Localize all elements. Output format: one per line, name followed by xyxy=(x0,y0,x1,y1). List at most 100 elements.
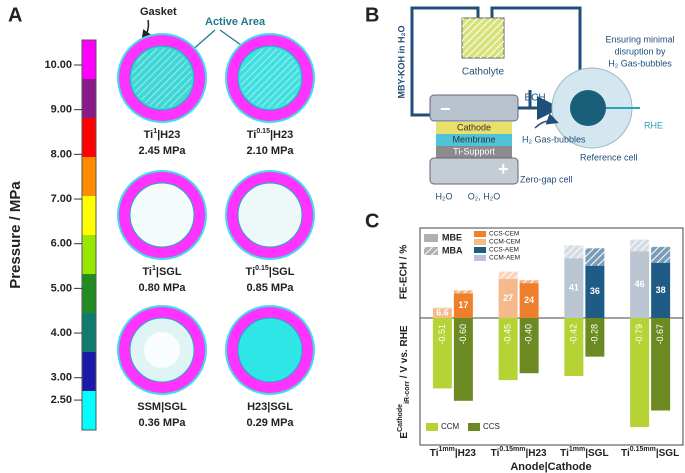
x-tick-label: Ti0.15mm|SGL xyxy=(621,446,679,458)
x-axis-label: Anode|Cathode xyxy=(510,461,591,473)
legend-swatch xyxy=(474,231,486,237)
sample-name-part: H23|SGL xyxy=(247,401,293,413)
colorbar-band xyxy=(82,391,96,430)
bar-mbe xyxy=(564,258,584,318)
diagram-label: RHE xyxy=(644,120,663,130)
bar-hatch xyxy=(564,245,584,259)
colorbar-band xyxy=(82,352,96,391)
sample-name-part: 0.15 xyxy=(255,265,269,272)
sample-pressure: 0.29 MPa xyxy=(246,417,294,429)
legend-label: CCS-AEM xyxy=(489,247,519,254)
sample-name: Ti1|SGL xyxy=(142,265,181,278)
sample-name-part: |H23 xyxy=(270,129,293,141)
diagram-label: Cathode xyxy=(457,122,491,132)
bar-hatch xyxy=(519,280,539,284)
tube xyxy=(410,6,480,117)
sample-area xyxy=(237,317,303,383)
bar-mbe xyxy=(630,251,650,318)
value-label: 36 xyxy=(590,286,600,296)
bar-hatch xyxy=(651,246,671,263)
diagram-label: Membrane xyxy=(452,134,495,144)
bar-mbe xyxy=(498,278,518,318)
x-tick-label-part: |SGL xyxy=(585,448,608,459)
panel-a: A Gasket Active Area xyxy=(8,4,266,53)
sample-name-part: 0.15 xyxy=(256,128,270,135)
x-tick-label-part: |H23 xyxy=(455,448,477,459)
value-label: 41 xyxy=(569,283,579,293)
legend-label: CCM-AEM xyxy=(489,255,520,262)
x-tick-label-part: 1mm xyxy=(569,446,585,453)
sample-name-part: 1 xyxy=(152,265,156,272)
sample-pressure: 2.45 MPa xyxy=(138,145,186,157)
sample-pressure: 2.10 MPa xyxy=(246,145,294,157)
y-axis-label-part: iR-corr xyxy=(404,381,411,404)
bar xyxy=(585,318,605,357)
layer xyxy=(436,122,512,134)
y-axis-label: FE-ECH / % xyxy=(399,245,410,300)
bar-mbe xyxy=(651,262,671,318)
bar-hatch xyxy=(432,307,452,309)
bar-hatch xyxy=(453,290,473,294)
panel-letter: A xyxy=(8,4,22,26)
diagram-label: Catholyte xyxy=(462,67,505,78)
legend-swatch xyxy=(424,234,438,242)
bar-hatch xyxy=(498,271,518,279)
bar xyxy=(564,318,584,376)
electrode xyxy=(570,90,606,126)
diagram-label: Reference cell xyxy=(580,152,638,162)
x-tick-label-part: |SGL xyxy=(656,448,679,459)
bar xyxy=(651,318,671,411)
sample-name-part: |SGL xyxy=(269,266,295,278)
bar-mbe xyxy=(519,283,539,318)
legend-swatch xyxy=(468,423,480,431)
sample-name-part: 1 xyxy=(153,128,157,135)
panel-letter: C xyxy=(365,210,379,232)
bar-hatch xyxy=(585,248,605,266)
colorbar-band xyxy=(82,40,96,79)
legend-label: MBA xyxy=(442,245,463,255)
diagram-label: + xyxy=(498,159,509,179)
y-axis-label-part: Cathode xyxy=(397,404,404,432)
sample-name-part: Ti xyxy=(142,266,152,278)
diagram-label: H₂ Gas-bubbles xyxy=(608,58,672,68)
sample-name-part: Ti xyxy=(144,129,154,141)
legend-label: CCM xyxy=(441,422,460,431)
diagram-label: Zero-gap cell xyxy=(520,174,573,184)
colorbar-band xyxy=(82,235,96,274)
colorbar-label: Pressure / MPa xyxy=(7,181,24,289)
value-label: -0.67 xyxy=(655,324,665,345)
sample-pressure: 0.85 MPa xyxy=(246,282,294,294)
cell-block xyxy=(429,157,519,185)
sample-name: SSM|SGL xyxy=(137,401,187,413)
value-label: -0.40 xyxy=(524,324,534,345)
colorbar-tick-label: 9.00 xyxy=(51,104,72,116)
sample-area xyxy=(237,182,303,248)
plot-frame xyxy=(419,227,684,446)
legend-label: MBE xyxy=(442,232,462,242)
sample-grid xyxy=(132,48,192,108)
sample-name-part: Ti xyxy=(247,129,257,141)
x-tick-label: Ti1mm|SGL xyxy=(560,446,608,458)
bar-mbe xyxy=(585,265,605,318)
bar xyxy=(630,318,650,428)
x-tick-label-part: Ti xyxy=(430,448,439,459)
x-tick-label-part: Ti xyxy=(491,448,500,459)
legend-swatch xyxy=(474,247,486,253)
y-axis-label-part: E xyxy=(399,432,410,439)
colorbar-band xyxy=(82,157,96,196)
sample-name-part: |H23 xyxy=(157,129,180,141)
sample-name: H23|SGL xyxy=(247,401,293,413)
panel-b: B xyxy=(365,4,640,185)
arrow xyxy=(534,113,559,129)
value-label: -0.28 xyxy=(589,324,599,345)
sample-spot xyxy=(144,332,180,368)
diagram-label: Ti-Support xyxy=(453,146,495,156)
legend-swatch xyxy=(474,255,486,261)
sample-name-part: SSM|SGL xyxy=(137,401,187,413)
value-label: -0.60 xyxy=(458,324,468,345)
sample-name-part: |SGL xyxy=(156,266,182,278)
x-tick-label: Ti1mm|H23 xyxy=(430,446,477,458)
bar xyxy=(453,318,473,401)
colorbar-tick-label: 8.00 xyxy=(51,148,72,160)
colorbar-tick-label: 6.00 xyxy=(51,238,72,250)
